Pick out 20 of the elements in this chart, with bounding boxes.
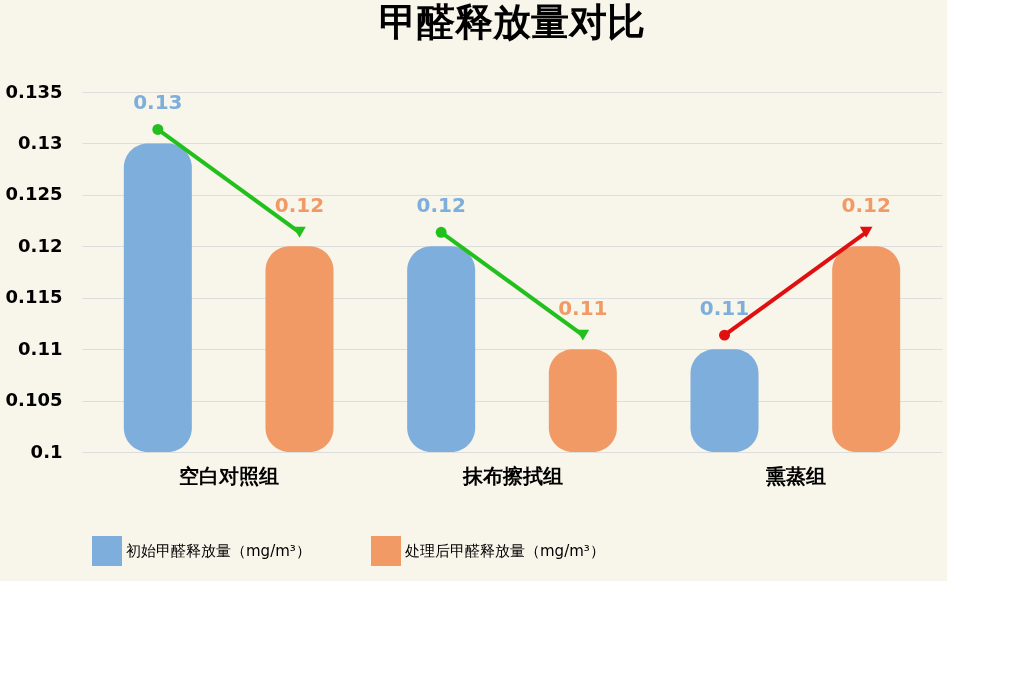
data-label: 0.12 [416,193,466,218]
y-tick-label: 0.105 [5,389,63,411]
y-tick-label: 0.1 [30,440,63,462]
legend-label: 初始甲醛释放量（mg/m³） [126,542,311,560]
x-tick-label: 抹布擦拭组 [461,463,563,488]
data-label: 0.11 [558,296,608,321]
data-label: 0.12 [841,193,891,218]
y-tick-label: 0.12 [18,234,63,256]
y-tick-label: 0.11 [18,337,63,359]
x-tick-label: 空白对照组 [179,463,280,488]
data-label: 0.13 [133,90,183,115]
data-label: 0.11 [699,296,750,321]
y-tick-label: 0.115 [5,286,63,308]
x-tick-label: 熏蒸组 [764,463,826,488]
y-tick-label: 0.125 [5,183,63,205]
chart-title: 甲醛释放量对比 [379,0,645,44]
y-tick-label: 0.13 [18,131,63,153]
data-label: 0.12 [274,193,325,218]
y-tick-label: 0.135 [5,80,63,102]
legend-label: 处理后甲醛释放量（mg/m³） [405,542,605,560]
